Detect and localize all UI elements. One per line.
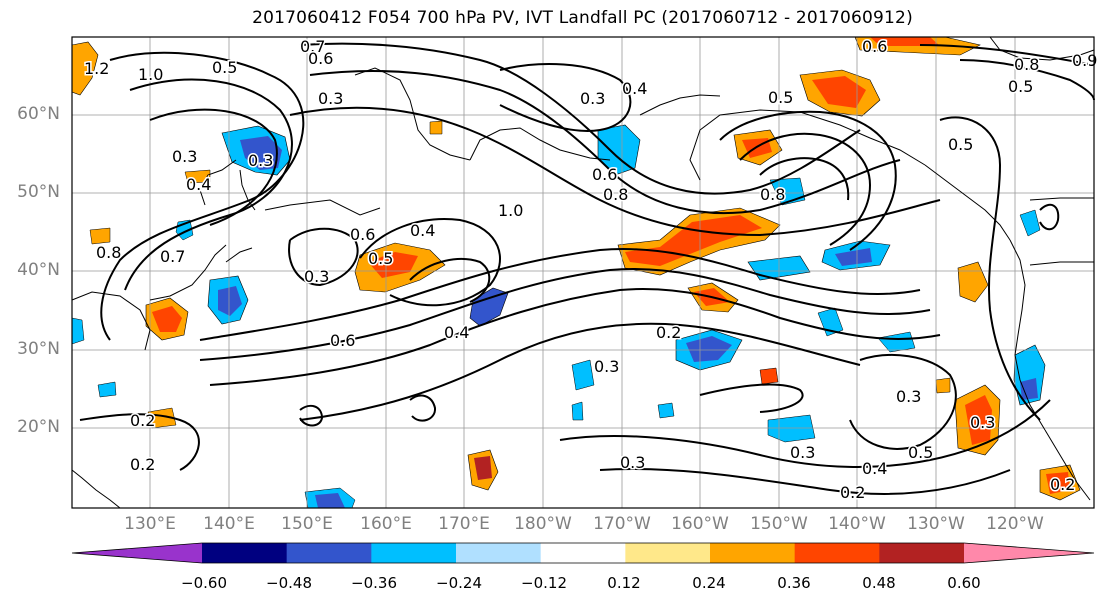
contour-label: 0.7 <box>300 37 325 56</box>
colorbar-tick-label: 0.12 <box>607 574 641 592</box>
lat-label-30n: 30°N <box>17 339 60 359</box>
lon-label-150e: 150°E <box>281 514 333 534</box>
map-border <box>71 36 1095 509</box>
map-gridlines <box>72 37 1094 508</box>
contour-label: 0.6 <box>308 49 333 68</box>
colorbar-tick-label: −0.60 <box>181 574 227 592</box>
colorbar-tick-label: 0.24 <box>692 574 726 592</box>
lat-label-40n: 40°N <box>17 260 60 280</box>
contour-label: 0.5 <box>908 443 933 462</box>
contour-label: 0.8 <box>96 243 121 262</box>
lat-label-50n: 50°N <box>17 182 60 202</box>
lon-label-160e: 160°E <box>360 514 412 534</box>
contour-label: 0.6 <box>592 165 617 184</box>
contour-label: 0.3 <box>172 147 197 166</box>
contour-label: 0.5 <box>1008 77 1033 96</box>
contour-label: 1.0 <box>498 201 523 220</box>
contour-label: 0.9 <box>1072 51 1097 70</box>
contour-label: 0.4 <box>622 79 647 98</box>
contour-label: 0.4 <box>862 459 887 478</box>
lon-label-130e: 130°E <box>124 514 176 534</box>
contour-label: 1.2 <box>84 59 109 78</box>
lon-label-170e: 170°E <box>438 514 490 534</box>
colorbar <box>71 542 1095 564</box>
map-title: 2017060412 F054 700 hPa PV, IVT Landfall… <box>252 8 913 28</box>
contour-label: 0.4 <box>186 175 211 194</box>
pv-contours <box>79 42 1095 495</box>
contour-label: 0.4 <box>410 221 435 240</box>
colorbar-bin <box>286 543 372 563</box>
contour-label: 0.5 <box>948 135 973 154</box>
contour-labels: 1.2 1.0 0.50.70.60.60.30.30.4 0.50.80.50.40… <box>83 36 1099 504</box>
colorbar-tick-label: −0.48 <box>266 574 312 592</box>
contour-label: 0.3 <box>620 453 645 472</box>
lat-label-20n: 20°N <box>17 417 60 437</box>
lon-label-140w: 140°W <box>828 514 886 534</box>
colorbar-tick-label: 0.36 <box>777 574 811 592</box>
contour-label: 0.7 <box>160 247 185 266</box>
lon-label-140e: 140°E <box>203 514 255 534</box>
contour-label: 0.3 <box>790 443 815 462</box>
contour-label: 0.8 <box>1014 55 1039 74</box>
lon-label-180w: 180°W <box>514 514 572 534</box>
contour-label: 0.6 <box>330 331 355 350</box>
lon-label-120w: 120°W <box>986 514 1044 534</box>
contour-label: 0.3 <box>580 89 605 108</box>
colorbar-tick-label: −0.24 <box>436 574 482 592</box>
colorbar-tick-label: −0.36 <box>351 574 397 592</box>
map-panel: 1.2 1.0 0.50.70.60.60.30.30.4 0.50.80.50.40… <box>71 36 1099 509</box>
contour-label: 0.2 <box>656 323 681 342</box>
colorbar-bin <box>456 543 542 563</box>
colorbar-bin <box>879 543 965 563</box>
colorbar-bin <box>964 543 1094 563</box>
colorbar-bin <box>371 543 457 563</box>
contour-label: 0.2 <box>1050 475 1075 494</box>
contour-label: 0.4 <box>444 323 469 342</box>
contour-label: 0.3 <box>594 357 619 376</box>
colorbar-bin <box>72 543 202 563</box>
contour-label: 0.5 <box>768 88 793 107</box>
contour-label: 0.3 <box>248 151 273 170</box>
contour-label: 0.6 <box>862 37 887 56</box>
contour-label: 0.3 <box>896 387 921 406</box>
colorbar-bin <box>794 543 880 563</box>
coastlines <box>71 36 1095 509</box>
contour-label: 0.2 <box>130 411 155 430</box>
colorbar-bin <box>202 543 288 563</box>
lat-label-60n: 60°N <box>17 104 60 124</box>
lon-label-170w: 170°W <box>593 514 651 534</box>
colorbar-tick-label: −0.12 <box>521 574 567 592</box>
colorbar-outline <box>71 542 1095 564</box>
colorbar-tick-label: 0.60 <box>947 574 981 592</box>
contour-label: 0.2 <box>840 483 865 502</box>
lon-label-160w: 160°W <box>671 514 729 534</box>
contour-label: 0.3 <box>318 89 343 108</box>
contour-label: 0.5 <box>368 249 393 268</box>
contour-label: 0.5 <box>212 58 237 77</box>
colorbar-bin <box>710 543 796 563</box>
contour-label: 0.2 <box>130 455 155 474</box>
contour-label: 1.0 <box>138 65 163 84</box>
colorbar-tick-label: 0.48 <box>862 574 896 592</box>
contour-label: 0.6 <box>350 225 375 244</box>
colorbar-bin <box>625 543 711 563</box>
lon-label-150w: 150°W <box>750 514 808 534</box>
contour-label: 0.8 <box>760 185 785 204</box>
contour-label: 0.8 <box>603 185 628 204</box>
contour-label: 0.3 <box>304 267 329 286</box>
lon-label-130w: 130°W <box>907 514 965 534</box>
colorbar-bin <box>540 543 626 563</box>
contour-label: 0.3 <box>970 413 995 432</box>
